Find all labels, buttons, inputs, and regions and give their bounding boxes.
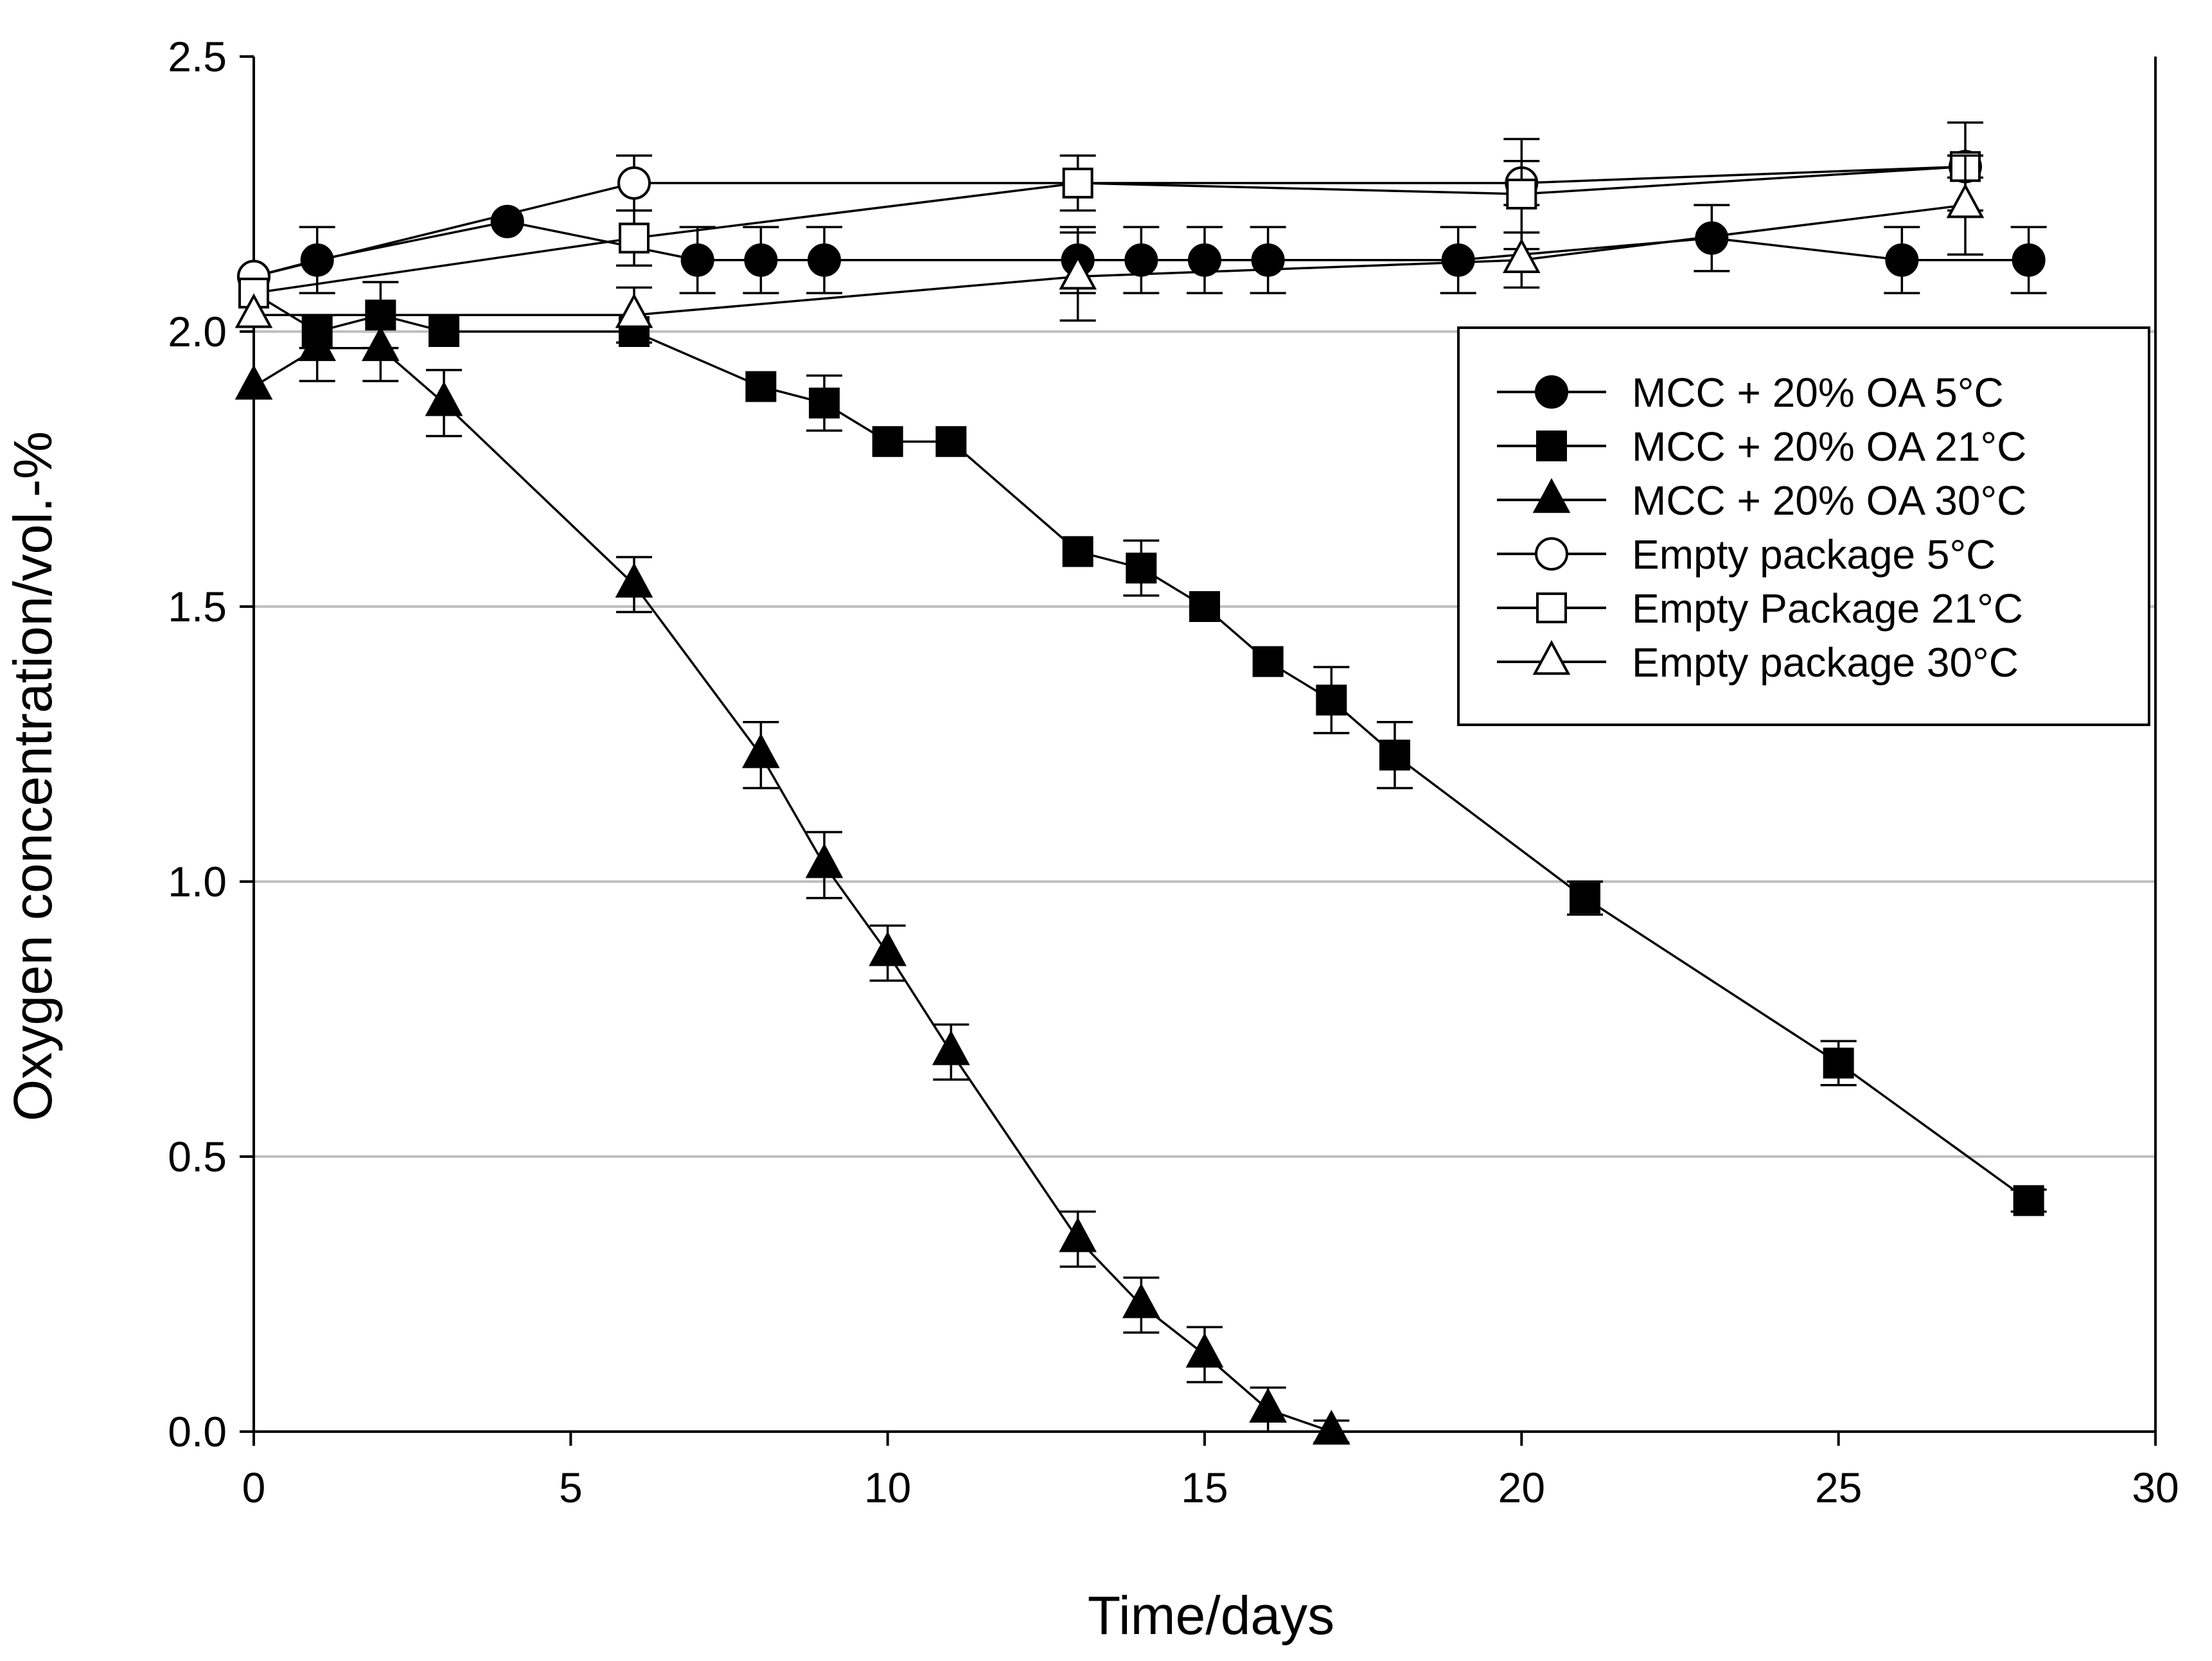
series-layer <box>234 121 2047 1445</box>
x-tick-label: 5 <box>559 1464 583 1511</box>
legend-marker <box>1535 537 1568 571</box>
y-tick-label: 1.0 <box>168 858 227 905</box>
data-point <box>619 222 650 254</box>
x-tick-label: 25 <box>1815 1464 1862 1511</box>
data-point <box>429 316 459 347</box>
legend-item: Empty package 5°C <box>1497 531 1995 578</box>
data-point <box>2013 1185 2044 1216</box>
legend-item: Empty package 30°C <box>1497 639 2019 686</box>
legend-marker <box>1536 431 1567 461</box>
data-point <box>490 204 524 238</box>
legend-label: MCC + 20% OA 30°C <box>1632 477 2026 524</box>
data-point <box>741 733 780 768</box>
series-6 <box>234 154 1985 344</box>
y-tick-label: 0.5 <box>168 1133 227 1180</box>
data-point <box>805 843 844 878</box>
data-point <box>872 426 903 457</box>
legend-label: MCC + 20% OA 5°C <box>1632 369 2004 416</box>
data-point <box>808 243 841 277</box>
data-point <box>1124 243 1158 277</box>
x-tick-label: 15 <box>1181 1464 1228 1511</box>
data-point <box>1062 536 1093 567</box>
data-point <box>745 371 777 402</box>
data-point <box>1252 646 1284 677</box>
data-point <box>744 243 778 277</box>
data-point <box>1502 238 1541 273</box>
y-tick-label: 2.5 <box>168 33 227 80</box>
legend-box <box>1457 326 2150 726</box>
series-line <box>253 346 1332 1433</box>
data-point <box>1188 243 1221 277</box>
data-point <box>1059 254 1097 290</box>
legend-item: MCC + 20% OA 30°C <box>1497 477 2026 524</box>
data-point <box>1249 1387 1287 1423</box>
data-point <box>2012 243 2046 277</box>
data-point <box>680 243 714 277</box>
x-axis-title: Time/days <box>1088 1585 1334 1646</box>
data-point <box>298 326 337 361</box>
data-point <box>615 293 653 328</box>
data-point <box>1506 179 1537 209</box>
y-tick-label: 2.0 <box>168 308 227 355</box>
data-point <box>615 562 653 598</box>
legend-marker <box>1532 478 1571 513</box>
series-2 <box>238 278 2047 1216</box>
data-point <box>1059 1217 1097 1252</box>
data-point <box>1570 882 1600 914</box>
data-point <box>234 364 273 400</box>
x-tick-label: 20 <box>1498 1464 1545 1511</box>
legend-label: MCC + 20% OA 21°C <box>1632 423 2026 470</box>
y-axis-title: Oxygen concentration/vol.-% <box>3 431 63 1121</box>
legend-marker <box>1532 640 1571 675</box>
x-tick-label: 30 <box>2132 1464 2179 1511</box>
legend-label: Empty package 30°C <box>1632 639 2019 686</box>
data-point <box>809 387 840 419</box>
x-tick-label: 0 <box>242 1464 266 1511</box>
data-point <box>425 381 463 416</box>
data-point <box>869 931 907 966</box>
legend-item: Empty Package 21°C <box>1497 585 2023 632</box>
data-point <box>1312 1410 1350 1445</box>
data-point <box>1316 684 1347 716</box>
data-point <box>1946 183 1985 218</box>
y-tick-label: 0.0 <box>168 1408 227 1455</box>
data-point <box>1185 1333 1224 1368</box>
data-point <box>935 426 967 457</box>
data-point <box>1379 740 1410 771</box>
legend-marker <box>1536 592 1567 623</box>
legend-label: Empty package 5°C <box>1632 531 1995 578</box>
legend-marker <box>1535 375 1568 409</box>
data-point <box>234 293 273 328</box>
data-point <box>1823 1047 1854 1079</box>
legend-item: MCC + 20% OA 21°C <box>1497 423 2026 470</box>
y-tick-label: 1.5 <box>168 583 227 630</box>
data-point <box>1885 243 1919 277</box>
tick-labels: 0.0 0.5 1.0 1.5 2.0 2.5 0 5 10 15 20 25 30 <box>168 33 2179 1511</box>
x-tick-label: 10 <box>864 1464 911 1511</box>
legend-item: MCC + 20% OA 5°C <box>1497 369 2004 416</box>
data-point <box>1126 553 1157 584</box>
series-1 <box>237 204 2047 294</box>
data-point <box>1251 243 1285 277</box>
data-point <box>932 1030 970 1065</box>
data-point <box>361 326 400 361</box>
legend-label: Empty Package 21°C <box>1632 585 2023 632</box>
data-point <box>1441 243 1475 277</box>
series-3 <box>234 314 1350 1445</box>
data-point <box>1062 167 1093 199</box>
data-point <box>617 166 651 200</box>
data-point <box>1122 1283 1160 1319</box>
legend: MCC + 20% OA 5°C MCC + 20% OA 21°C MCC + 2… <box>1457 326 2150 726</box>
data-point <box>1189 591 1220 622</box>
